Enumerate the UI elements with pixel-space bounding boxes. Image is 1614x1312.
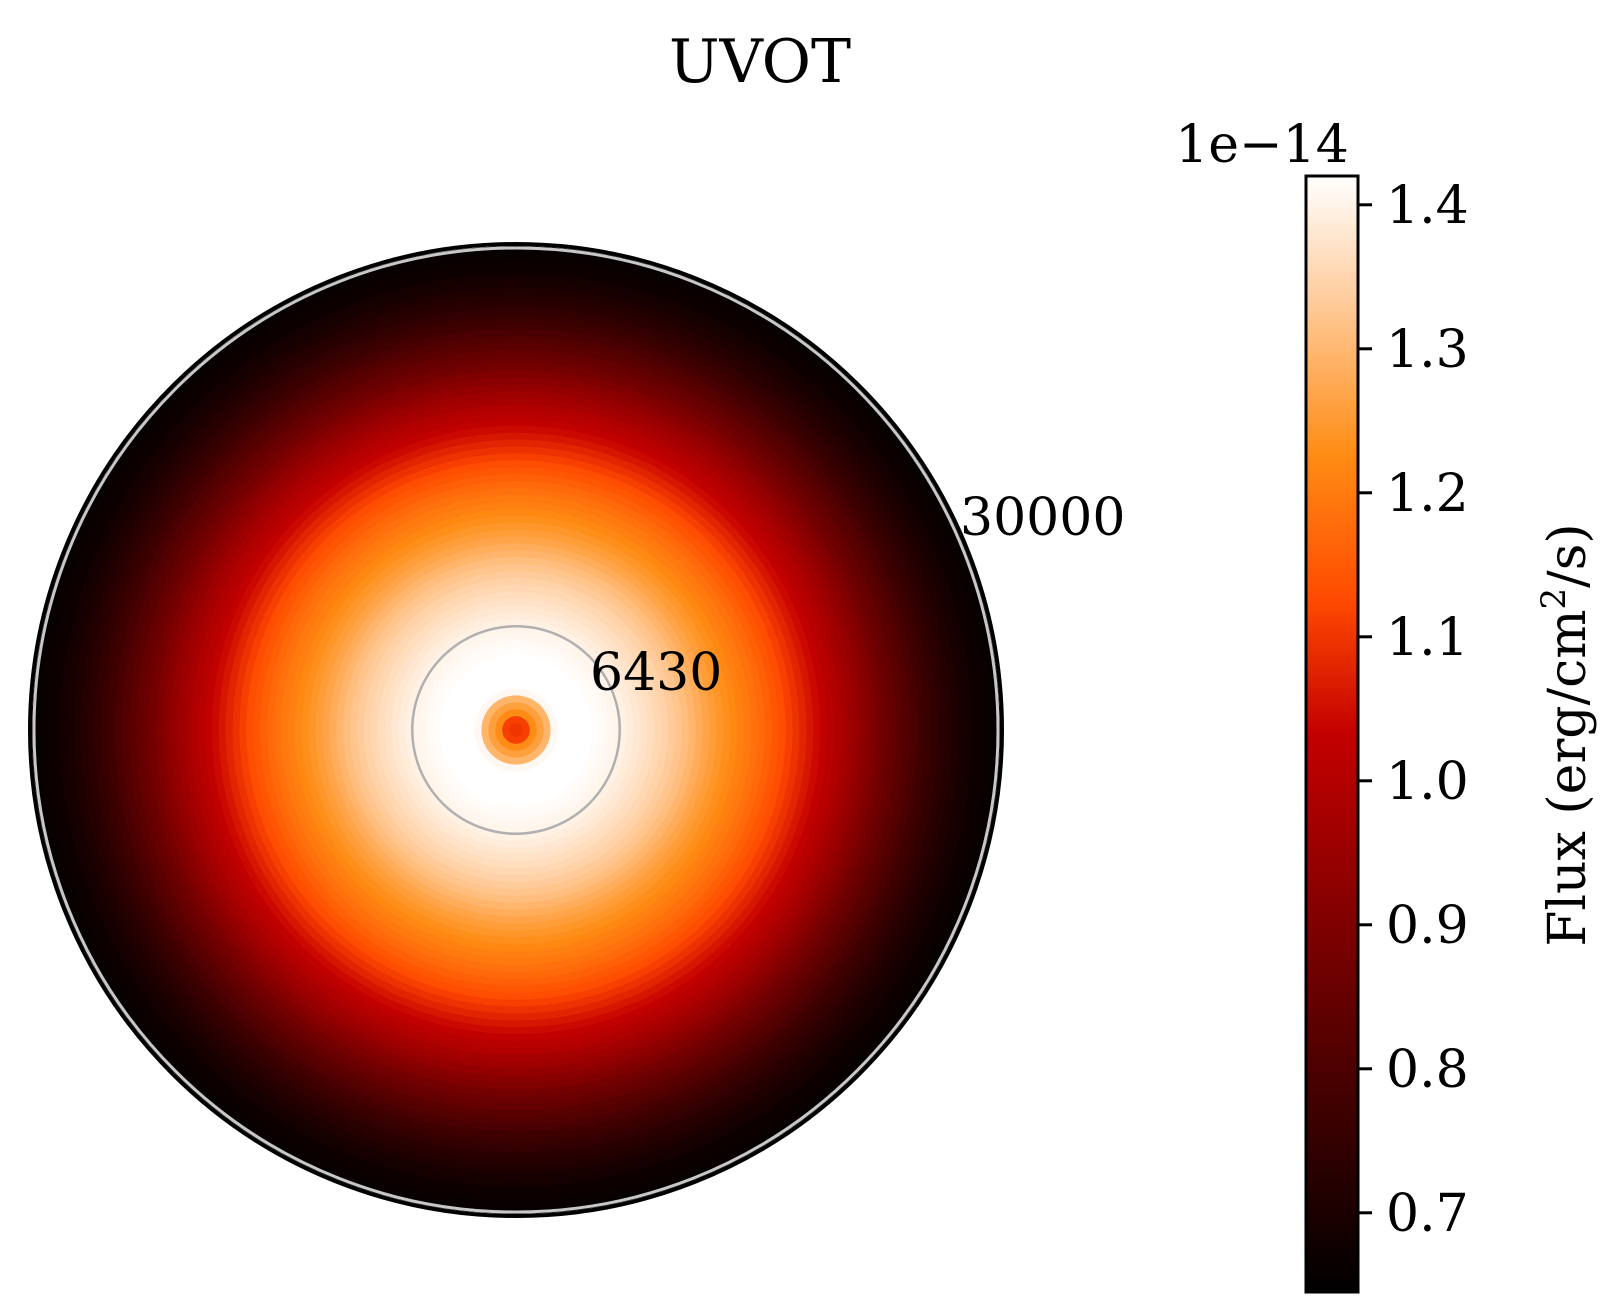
flux-ring (509, 723, 523, 737)
colorbar-label-superscript: 2 (1534, 588, 1574, 610)
colorbar-tick-label: 0.7 (1386, 1184, 1469, 1244)
colorbar-label-main: Flux (erg/cm (1538, 609, 1598, 946)
colorbar-offset-text: 1e−14 (1175, 115, 1349, 175)
polar-frame (28, 242, 1004, 1218)
colorbar-tick-label: 0.8 (1386, 1040, 1469, 1100)
colorbar-ticks: 0.7 0.8 0.9 1.0 1.1 1.2 1.3 1.4 (1358, 176, 1469, 1244)
radial-tick-label-30000: 30000 (960, 488, 1125, 548)
radial-gridline-6430 (411, 625, 621, 835)
polar-frame-inner (32, 246, 1000, 1214)
colorbar-tick-label: 1.1 (1386, 608, 1469, 668)
colorbar-tick-label: 1.2 (1386, 464, 1469, 524)
chart-title: UVOT (669, 27, 851, 97)
colorbar: 1e−14 0.7 0.8 0.9 1.0 1.1 1.2 1.3 1.4 Flux (erg… (1175, 115, 1598, 1294)
polar-plot: 6430 30000 (28, 242, 1125, 1218)
flux-rings (32, 246, 1000, 1214)
colorbar-tick-label: 1.0 (1386, 752, 1469, 812)
colorbar-tick-label: 0.9 (1386, 896, 1469, 956)
colorbar-tick-label: 1.4 (1386, 176, 1469, 236)
colorbar-strip (1304, 174, 1360, 1294)
radial-tick-label-6430: 6430 (590, 643, 722, 703)
colorbar-tick-label: 1.3 (1386, 320, 1469, 380)
colorbar-label: Flux (erg/cm2/s) (1534, 523, 1598, 946)
colorbar-label-end: /s) (1538, 523, 1598, 588)
